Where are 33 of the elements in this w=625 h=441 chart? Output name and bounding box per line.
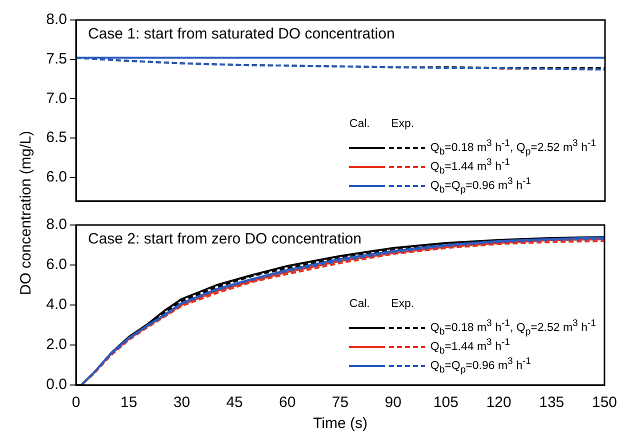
y-tick-label: 6.0	[46, 168, 67, 186]
text: Q$_{b}$=0.18 m$^{3}$ h$^{-1}$, Q$_{p}$=2.52 m$^{3}$ h$^{-1}$	[430, 318, 596, 338]
y-tick-label: 4.0	[46, 296, 67, 314]
x-tick-label: 0	[72, 394, 80, 412]
legend-label: Q$_{b}$=1.44 m$^{3}$ h$^{-1}$	[430, 157, 510, 176]
x-tick-label: 60	[279, 394, 296, 412]
y-tick-label: 7.0	[46, 90, 67, 107]
legend-title: Cal. Exp.	[349, 298, 416, 310]
y-tick-label: 2.0	[46, 336, 67, 354]
legend-label: Q$_{b}$=Q$_{p}$=0.96 m$^{3}$ h$^{-1}$	[430, 356, 531, 376]
y-tick-label: 6.0	[46, 256, 67, 274]
y-tick-label: 0.0	[46, 376, 67, 394]
y-tick-label: 6.5	[46, 129, 67, 146]
y-tick-label: 8.0	[46, 11, 67, 28]
y-axis-title: DO concentration (mg/L)	[18, 130, 34, 296]
x-tick-label: 120	[486, 394, 512, 412]
legend-label: Q$_{b}$=Q$_{p}$=0.96 m$^{3}$ h$^{-1}$	[430, 176, 531, 196]
x-tick-label: 90	[384, 394, 402, 412]
text: Q$_{b}$=0.18 m$^{3}$ h$^{-1}$, Q$_{p}$=2.52 m$^{3}$ h$^{-1}$	[430, 138, 596, 158]
x-tick-label: 150	[592, 394, 617, 412]
legend-label: Q$_{b}$=1.44 m$^{3}$ h$^{-1}$	[430, 337, 510, 356]
y-tick-label: 7.5	[46, 50, 67, 68]
x-tick-label: 45	[226, 394, 243, 412]
x-tick-label: 135	[539, 394, 564, 412]
x-tick-label: 105	[433, 394, 458, 412]
x-tick-label: 30	[173, 394, 190, 412]
legend-title: Cal. Exp.	[349, 118, 416, 130]
y-tick-label: 8.0	[46, 216, 67, 234]
chart-title: Case 2: start from zero DO concentration	[88, 230, 362, 248]
chart-title: Case 1: start from saturated DO concentration	[88, 26, 395, 43]
x-tick-label: 15	[120, 394, 138, 412]
x-axis-title: Time (s)	[313, 415, 368, 432]
x-tick-label: 75	[332, 394, 349, 412]
